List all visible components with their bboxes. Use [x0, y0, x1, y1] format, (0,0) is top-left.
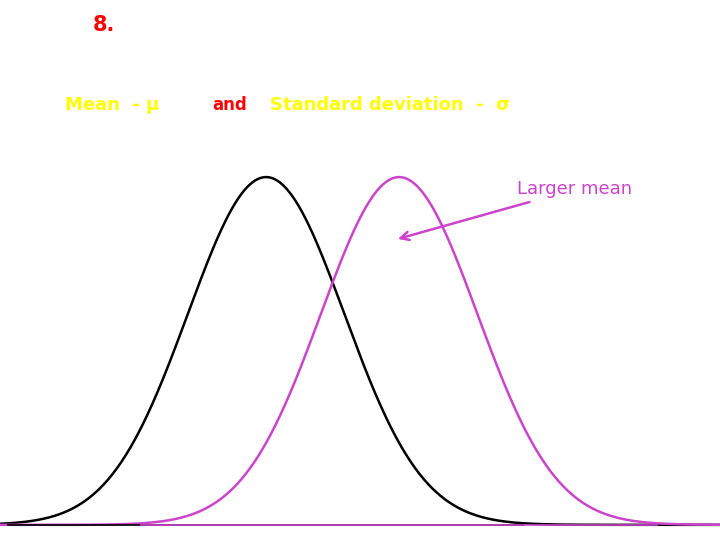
Text: Standard deviation  -  σ: Standard deviation - σ: [270, 96, 510, 114]
Text: and: and: [212, 96, 247, 114]
Text: 8.: 8.: [93, 15, 116, 35]
Text: 8.  Two characteristic values (numbers): 8. Two characteristic values (numbers): [127, 15, 593, 35]
Text: Larger mean: Larger mean: [400, 180, 631, 240]
Text: Mean  - μ: Mean - μ: [65, 96, 159, 114]
Text: completely determine a normal distribution: completely determine a normal distributi…: [102, 61, 618, 81]
